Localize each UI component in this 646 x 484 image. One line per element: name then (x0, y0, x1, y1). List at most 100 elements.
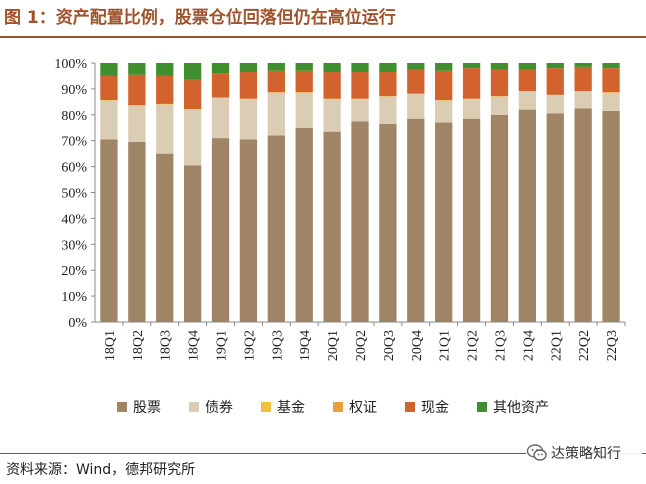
bar-segment (435, 70, 453, 101)
bar-segment (462, 98, 481, 100)
bar-segment (435, 100, 453, 101)
y-tick-label: 50% (61, 187, 87, 202)
x-tick-label: 19Q4 (298, 330, 313, 361)
bar-segment (100, 75, 118, 101)
bar-segment (407, 93, 425, 95)
bar-segment (574, 91, 592, 109)
x-tick-label: 20Q4 (410, 330, 425, 361)
bar-segment (295, 92, 313, 128)
watermark-text: 达策略知行 (551, 446, 621, 462)
bar-segment (156, 153, 174, 322)
x-tick-label: 21Q3 (493, 330, 508, 361)
bar-segment (267, 92, 285, 136)
bar-segment (100, 100, 118, 101)
bar-segment (546, 113, 564, 322)
bar-segment (351, 99, 369, 122)
x-tick-label: 20Q1 (326, 330, 341, 361)
bar-segment (183, 79, 202, 110)
x-axis: 18Q1 18Q2 18Q3 18Q4 19Q1 19Q2 19Q3 19Q4 20Q1 20Q2… (95, 321, 626, 361)
bar-segment (239, 139, 258, 322)
bar-segment (407, 118, 425, 322)
bar-segment (239, 99, 258, 140)
x-tick-label: 18Q2 (131, 330, 146, 361)
bar-segment (267, 135, 285, 322)
bar-segment (211, 138, 230, 322)
x-tick-label: 19Q1 (215, 330, 230, 361)
bar-segment (379, 63, 397, 73)
y-tick-label: 90% (61, 83, 87, 98)
watermark: 达策略知行 (526, 442, 642, 464)
x-tick-label: 22Q3 (605, 330, 620, 361)
bar-segment (435, 122, 453, 322)
bar-segment (351, 63, 369, 73)
bar-segment (295, 127, 313, 322)
bar-segment (183, 63, 202, 80)
bar-segment (156, 104, 174, 154)
x-tick-label: 18Q1 (103, 330, 118, 361)
bar-segment (518, 69, 537, 91)
bar-segment (183, 109, 202, 110)
bar-segment (211, 63, 230, 74)
legend-item: 其他资产 (477, 400, 549, 416)
bar-segment (211, 73, 230, 98)
bar-segment (602, 68, 620, 93)
bar-segment (518, 63, 537, 70)
bar-segment (490, 96, 509, 97)
bar-segment (435, 63, 453, 71)
bar-segment (546, 68, 564, 95)
y-tick-label: 100% (54, 57, 87, 72)
bar-segment (351, 98, 369, 100)
y-tick-label: 40% (61, 212, 87, 227)
bar-segment (156, 75, 174, 104)
bar-segment (407, 63, 425, 70)
legend-label: 其他资产 (493, 400, 549, 416)
bar-segment (323, 99, 341, 132)
bar-segment (267, 92, 285, 93)
bar-segment (462, 99, 481, 119)
bar-segment (211, 97, 230, 98)
y-tick-label: 60% (61, 161, 87, 176)
bar-segment (128, 141, 146, 322)
bar-segment (574, 66, 592, 91)
x-tick-label: 21Q4 (521, 330, 536, 361)
bar-segment (323, 72, 341, 99)
y-tick-label: 70% (61, 135, 87, 150)
bar-segment (100, 139, 118, 322)
bar-segment (128, 74, 146, 106)
legend-label: 基金 (277, 399, 305, 416)
bar-segment (602, 92, 620, 93)
legend-swatch (477, 402, 487, 412)
legend-label: 股票 (133, 400, 161, 416)
bar-segment (518, 90, 537, 92)
bar-segment (323, 63, 341, 73)
wechat-icon (526, 444, 547, 461)
bar-segment (239, 63, 258, 73)
x-tick-label: 21Q1 (438, 330, 453, 361)
bar-segment (100, 63, 118, 76)
bar-segment (574, 63, 592, 67)
bar-segment (407, 94, 425, 119)
bar-segment (602, 92, 620, 111)
bar-segment (574, 90, 592, 92)
bar-segment (490, 69, 509, 97)
bar-segment (100, 100, 118, 140)
bar-segment (462, 68, 481, 99)
bar-segment (518, 109, 537, 323)
y-tick-label: 80% (61, 109, 87, 124)
bar-segment (351, 72, 369, 99)
stacked-bar-chart: 0%10%20%30%40%50%60%70%80%90%100% 18Q1 18… (54, 57, 626, 416)
x-tick-label: 18Q3 (159, 330, 174, 361)
x-tick-label: 21Q2 (466, 330, 481, 361)
bar-segment (128, 105, 146, 142)
x-tick-label: 19Q2 (242, 330, 257, 361)
legend-swatch (405, 402, 415, 412)
bar-segment (267, 63, 285, 71)
legend-swatch (117, 402, 127, 412)
bar-segment (518, 91, 537, 110)
legend-item: 债券 (189, 400, 233, 416)
legend-label: 债券 (205, 400, 233, 416)
bar-segment (602, 63, 620, 69)
bar-segment (156, 103, 174, 105)
x-tick-label: 22Q2 (577, 330, 592, 361)
bar-segment (546, 95, 564, 114)
